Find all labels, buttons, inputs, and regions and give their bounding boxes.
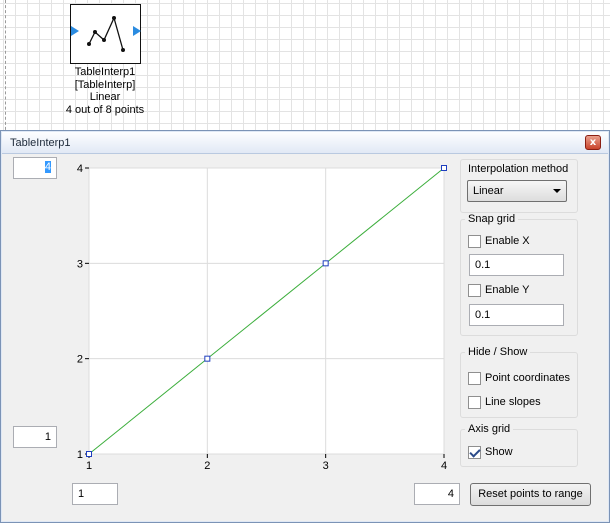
show-grid-row[interactable]: Show <box>468 444 513 460</box>
plot-svg[interactable]: 1 2 3 4 1 2 3 4 <box>69 157 459 477</box>
x-min-input[interactable] <box>72 483 118 505</box>
y-max-value: 4 <box>44 161 51 173</box>
series-line <box>88 167 445 455</box>
interpolation-selected: Linear <box>473 185 504 197</box>
y-tick-label: 4 <box>77 163 83 175</box>
dialog-title: TableInterp1 <box>10 137 71 149</box>
enable-x-row[interactable]: Enable X <box>468 233 530 249</box>
canvas-boundary-line <box>5 0 6 135</box>
block-points: 4 out of 8 points <box>65 103 145 116</box>
block-name: TableInterp1 <box>74 66 136 78</box>
snap-grid-group <box>460 219 578 336</box>
data-point[interactable] <box>204 355 211 362</box>
dialog-titlebar[interactable]: TableInterp1 x <box>2 132 608 154</box>
x-tick-label: 3 <box>323 460 329 472</box>
point-coords-label: Point coordinates <box>485 372 570 384</box>
data-point[interactable] <box>322 260 329 267</box>
chevron-down-icon <box>553 189 561 193</box>
x-tick-label: 2 <box>204 460 210 472</box>
enable-y-label: Enable Y <box>485 284 530 296</box>
x-tick-label: 4 <box>441 460 447 472</box>
hide-show-label: Hide / Show <box>465 346 531 358</box>
y-tick-label: 3 <box>77 258 83 270</box>
input-port-icon[interactable] <box>71 26 79 36</box>
line-chart-icon <box>87 16 125 52</box>
enable-y-checkbox[interactable] <box>468 283 481 297</box>
axis-grid-group <box>460 429 578 467</box>
line-slopes-checkbox[interactable] <box>468 395 481 409</box>
snap-y-input[interactable] <box>469 304 564 326</box>
y-min-input[interactable] <box>13 426 57 448</box>
table-interp-dialog: TableInterp1 x 4 1 2 3 4 1 2 3 4 Interpolation … <box>0 130 610 523</box>
y-tick-label: 1 <box>77 449 83 461</box>
interpolation-group <box>460 159 578 213</box>
interpolation-select[interactable]: Linear <box>467 180 567 202</box>
enable-x-label: Enable X <box>485 235 530 247</box>
close-button[interactable]: x <box>585 135 601 150</box>
reset-points-button[interactable]: Reset points to range <box>470 483 591 506</box>
snap-grid-label: Snap grid <box>465 213 519 225</box>
block-caption: TableInterp1 [TableInterp] Linear 4 out … <box>30 66 180 116</box>
output-port-icon[interactable] <box>133 26 141 36</box>
axis-grid-label: Axis grid <box>465 423 514 435</box>
point-coords-row[interactable]: Point coordinates <box>468 370 570 386</box>
table-interp-block[interactable] <box>70 4 141 64</box>
data-point[interactable] <box>86 451 92 457</box>
x-max-input[interactable] <box>414 483 460 505</box>
y-tick-label: 2 <box>77 354 83 366</box>
block-type: [TableInterp] <box>74 78 136 91</box>
point-coords-checkbox[interactable] <box>468 371 481 385</box>
enable-x-checkbox[interactable] <box>468 234 481 248</box>
show-grid-label: Show <box>485 446 513 458</box>
interpolation-label: Interpolation method <box>465 163 572 175</box>
snap-x-input[interactable] <box>469 254 564 276</box>
enable-y-row[interactable]: Enable Y <box>468 282 529 298</box>
block-method: Linear <box>89 91 121 103</box>
data-point[interactable] <box>441 165 447 171</box>
line-slopes-label: Line slopes <box>485 396 541 408</box>
line-slopes-row[interactable]: Line slopes <box>468 394 541 410</box>
interpolation-plot[interactable]: 1 2 3 4 1 2 3 4 <box>69 157 459 477</box>
x-tick-label: 1 <box>86 460 92 472</box>
show-grid-checkbox[interactable] <box>468 445 481 459</box>
y-max-input[interactable]: 4 <box>13 157 57 179</box>
